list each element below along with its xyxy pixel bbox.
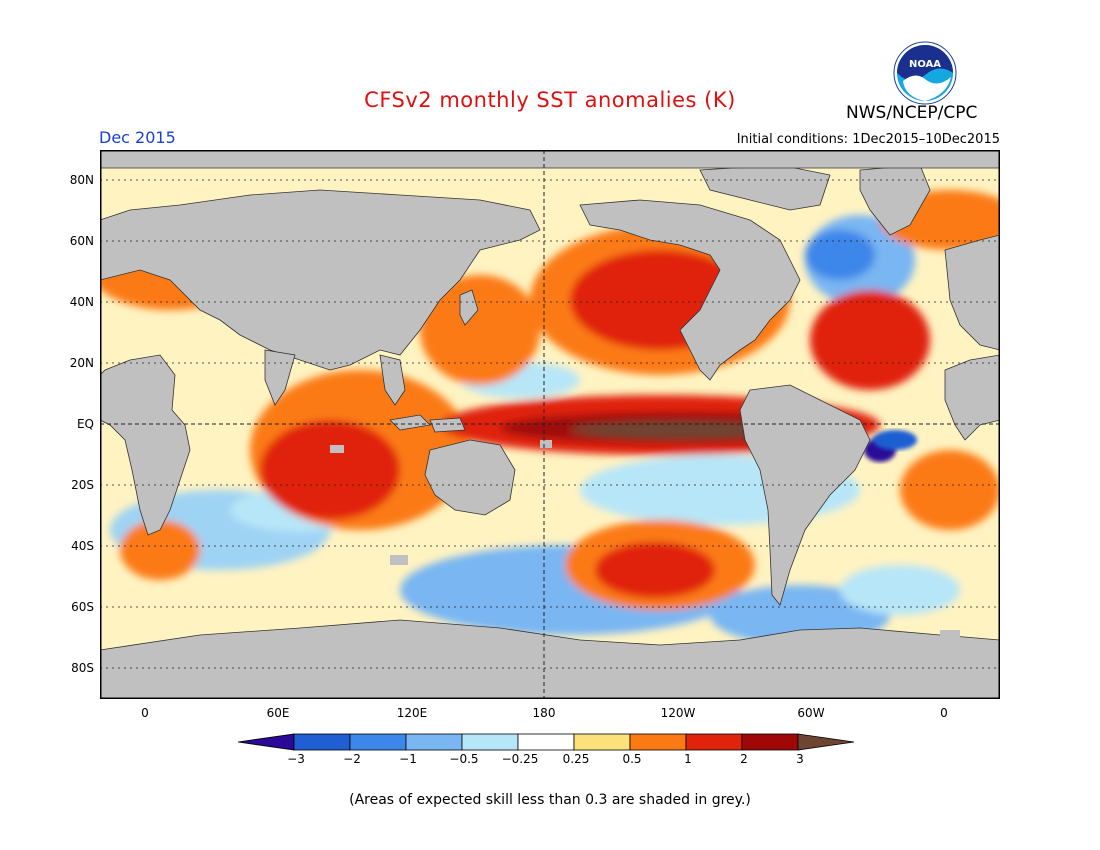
colorbar-segment <box>405 733 463 751</box>
forecast-month: Dec 2015 <box>99 128 176 147</box>
initial-conditions: Initial conditions: 1Dec2015–10Dec2015 <box>736 132 1000 147</box>
lon-label: 60W <box>797 706 825 720</box>
indochina-land <box>379 354 406 406</box>
colorbar-tick-label: 1 <box>684 752 692 766</box>
lat-label: 20N <box>69 356 94 370</box>
arctic-land <box>100 150 1000 169</box>
colorbar-tick-label: −2 <box>343 752 361 766</box>
colorbar-tick-label: 0.25 <box>562 752 590 766</box>
antarctica-land <box>100 619 1000 699</box>
colorbar <box>238 733 855 751</box>
colorbar-tick-label: −0.5 <box>449 752 479 766</box>
south-america-land <box>739 384 871 606</box>
chart-title: CFSv2 monthly SST anomalies (K) <box>364 88 736 112</box>
skill-footnote: (Areas of expected skill less than 0.3 a… <box>349 792 751 808</box>
map-frame <box>100 150 1000 699</box>
colorbar-segment <box>797 733 855 751</box>
graticule <box>100 179 1000 669</box>
africa-land-east <box>944 354 1000 441</box>
lon-label: 120W <box>660 706 696 720</box>
indonesia-land <box>389 414 431 431</box>
agency-label: NWS/NCEP/CPC <box>846 103 978 123</box>
lat-label: 80N <box>69 173 94 187</box>
colorbar-tick-label: −1 <box>399 752 417 766</box>
lat-label: 60N <box>69 234 94 248</box>
eurasia-land <box>100 189 541 371</box>
lat-label: 80S <box>71 661 94 675</box>
noaa-logo: NOAA <box>893 41 957 105</box>
colorbar-segment <box>238 733 295 751</box>
colorbar-segment <box>293 733 351 751</box>
colorbar-segment <box>349 733 407 751</box>
land-masses <box>100 150 1000 699</box>
colorbar-tick-label: 3 <box>796 752 804 766</box>
lat-label: 20S <box>71 478 94 492</box>
sst-anomaly-map <box>100 150 1000 699</box>
colorbar-segment <box>741 733 799 751</box>
colorbar-tick-label: −0.25 <box>501 752 539 766</box>
colorbar-tick-label: 0.5 <box>622 752 642 766</box>
greenland-land <box>859 164 931 236</box>
lon-label: 120E <box>396 706 428 720</box>
colorbar-segment <box>629 733 687 751</box>
europe-land-east <box>944 234 1000 351</box>
indonesia-land-2 <box>429 417 466 433</box>
japan-land <box>459 289 479 326</box>
lon-label: 0 <box>940 706 948 720</box>
colorbar-segment <box>685 733 743 751</box>
colorbar-tick-label: 2 <box>740 752 748 766</box>
low-skill-areas <box>330 440 960 658</box>
north-america-land <box>579 199 801 381</box>
colorbar-segment <box>461 733 519 751</box>
lon-label: 0 <box>141 706 149 720</box>
india-land <box>264 349 296 406</box>
lon-label: 60E <box>266 706 290 720</box>
colorbar-segment <box>573 733 631 751</box>
colorbar-segment <box>517 733 575 751</box>
lat-label: 40N <box>69 295 94 309</box>
lon-label: 180 <box>532 706 556 720</box>
lat-label: 60S <box>71 600 94 614</box>
lat-label: EQ <box>76 417 94 431</box>
lat-label: 40S <box>71 539 94 553</box>
colorbar-tick-label: −3 <box>287 752 305 766</box>
noaa-logo-text: NOAA <box>909 59 941 70</box>
